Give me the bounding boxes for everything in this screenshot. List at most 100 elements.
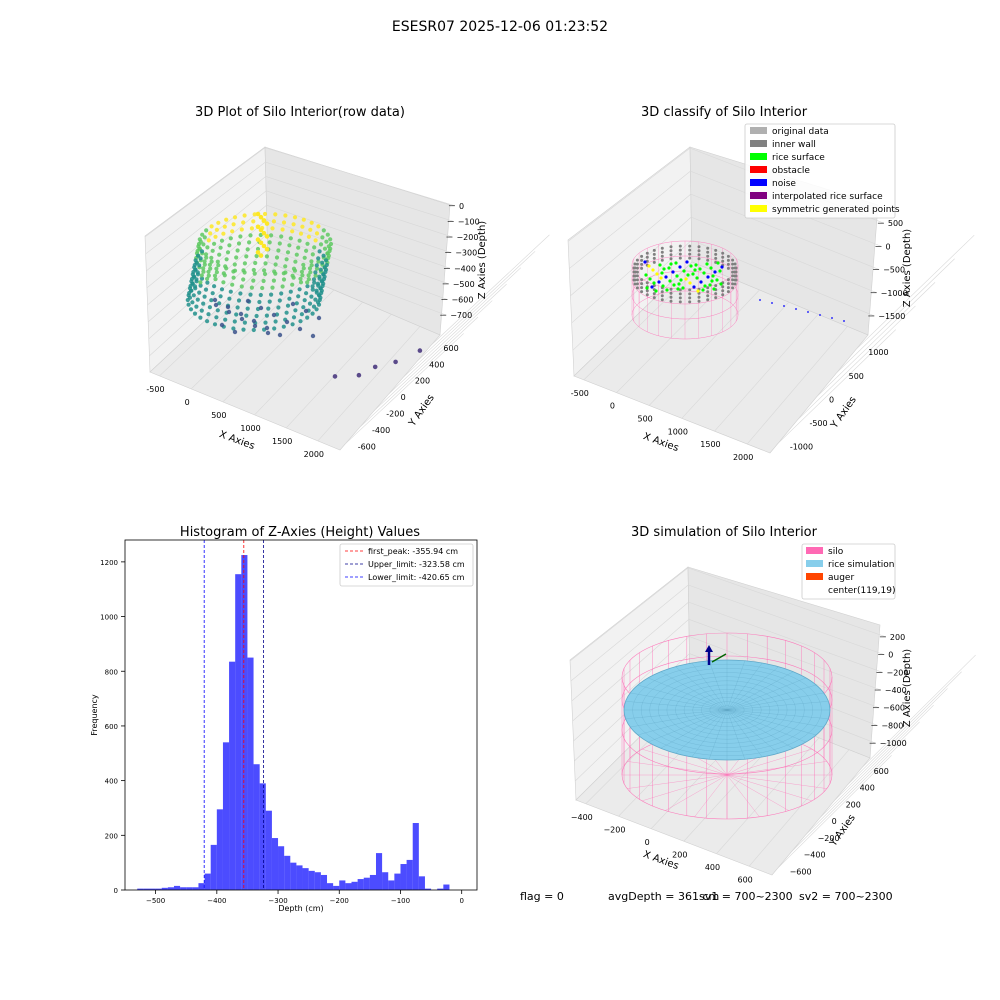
simulation-legend-label: silo xyxy=(828,547,844,557)
classify-wall-point xyxy=(678,292,682,296)
raw-point xyxy=(244,254,249,259)
p2-y-tick-label: -1000 xyxy=(790,443,813,452)
raw-point xyxy=(205,245,210,250)
simulation-rice-mesh-spoke xyxy=(726,701,829,711)
classify-surface-point xyxy=(676,287,680,291)
raw-point xyxy=(307,266,313,271)
raw-point xyxy=(322,265,327,270)
raw-point xyxy=(300,273,305,278)
classify-wall-point xyxy=(660,290,664,294)
classify-surface-point xyxy=(701,288,705,292)
classify-wall-point xyxy=(633,266,637,270)
raw-point xyxy=(306,273,311,278)
simulation-rice-mesh-spoke xyxy=(726,709,806,743)
raw-point xyxy=(198,256,203,261)
raw-point xyxy=(228,236,233,241)
raw-point xyxy=(262,268,267,273)
raw-peak-point xyxy=(255,211,261,217)
raw-point xyxy=(249,226,254,231)
p4-z-tick-label: −200 xyxy=(886,668,908,677)
classify-wall-point xyxy=(714,284,718,288)
classify-wall-point xyxy=(678,244,682,248)
p4-x-tick-label: 400 xyxy=(705,863,720,872)
histogram-y-tick-label: 1000 xyxy=(100,614,118,622)
classify-surface-point xyxy=(677,282,681,286)
p4-z-tick-label: −1000 xyxy=(880,739,907,748)
raw-point xyxy=(265,330,271,336)
raw-outlier-point xyxy=(417,348,423,353)
classify-wall-point xyxy=(733,282,737,286)
histogram-y-tick-label: 200 xyxy=(105,832,118,840)
classify-wall-point xyxy=(688,292,692,296)
p4-grid-y xyxy=(847,671,962,785)
classify-legend-swatch xyxy=(750,192,767,199)
p1-z-tick-label: −200 xyxy=(456,233,478,242)
raw-point xyxy=(310,252,315,257)
raw-point xyxy=(202,235,207,240)
raw-point xyxy=(281,220,287,225)
raw-point xyxy=(207,262,212,267)
raw-point xyxy=(284,319,290,325)
raw-point xyxy=(197,290,202,295)
raw-point xyxy=(317,274,322,279)
classify-legend-swatch xyxy=(750,127,767,134)
simulation-rice-mesh-spoke xyxy=(726,684,817,711)
histogram-bar xyxy=(149,888,156,890)
classify-wall-point xyxy=(652,256,656,260)
simulation-legend-box xyxy=(801,543,896,600)
raw-point xyxy=(269,233,274,238)
p2-grid-x xyxy=(616,277,731,393)
raw-point xyxy=(232,215,238,220)
classify-y-ticks: -1000 -500 0 500 1000 xyxy=(790,348,889,451)
classify-surface-point xyxy=(669,262,673,266)
raw-point xyxy=(314,263,319,268)
classify-legend-label: rice surface xyxy=(772,153,825,163)
classify-wall-point xyxy=(706,298,710,302)
simulation-rice-mesh-spoke xyxy=(726,709,829,719)
footer-flag: flag = 0 xyxy=(520,890,564,903)
p2-y-tick-label: 500 xyxy=(849,372,864,381)
p2-y-tick-label: 0 xyxy=(829,395,834,404)
simulation-floor-spoke xyxy=(726,761,827,776)
classify-noise-point xyxy=(783,305,785,307)
raw-point xyxy=(214,266,219,271)
classify-wall-point xyxy=(652,296,656,300)
raw-point xyxy=(252,212,257,217)
histogram-bar xyxy=(302,868,309,891)
raw-outlier-point xyxy=(393,359,398,365)
raw-point xyxy=(194,277,199,282)
classify-surface-point xyxy=(644,273,648,277)
raw-point xyxy=(316,315,322,321)
p1-y-tick-label: -200 xyxy=(386,410,404,419)
raw-point xyxy=(202,259,207,264)
histogram-bar xyxy=(369,874,376,890)
classify-wall-point xyxy=(645,281,649,285)
raw-point xyxy=(245,306,250,311)
classify-surface-point xyxy=(657,280,661,284)
classify-wall-point xyxy=(733,262,737,266)
raw-point xyxy=(198,315,203,320)
raw-point xyxy=(272,269,277,274)
p1-grid-z xyxy=(265,176,453,238)
histogram-bar xyxy=(247,657,254,890)
simulation-auger-marker xyxy=(705,645,727,665)
raw-point xyxy=(285,250,291,255)
p2-x-tick-label: -500 xyxy=(571,389,589,398)
histogram-panel: Histogram of Z-Axies (Height) Values −50… xyxy=(90,525,478,913)
p1-y-tick-label: 400 xyxy=(429,360,444,369)
raw-point xyxy=(267,240,272,245)
p2-grid-y xyxy=(797,305,916,421)
raw-point xyxy=(314,266,320,271)
simulation-rice-mesh-spoke xyxy=(708,709,728,760)
raw-point xyxy=(216,263,221,268)
raw-point xyxy=(313,273,318,278)
classify-wall-point xyxy=(640,266,644,270)
classify-wall-point xyxy=(731,282,735,286)
raw-point xyxy=(299,269,304,274)
classify-surface-point xyxy=(716,261,720,265)
histogram-title: Histogram of Z-Axies (Height) Values xyxy=(180,525,420,540)
raw-point xyxy=(209,259,214,264)
simulation-floor-spoke xyxy=(694,774,728,817)
p1-grid-x xyxy=(190,277,306,390)
classify-surface-point xyxy=(706,275,710,279)
